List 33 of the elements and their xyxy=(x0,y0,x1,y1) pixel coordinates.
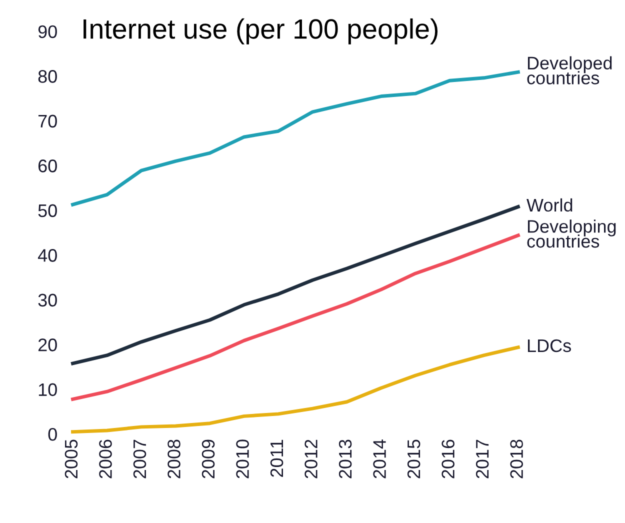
y-tick-label: 50 xyxy=(38,204,57,218)
y-tick-label: 80 xyxy=(38,70,57,83)
x-tick-label: 2006 xyxy=(99,440,112,478)
x-tick-label: 2011 xyxy=(270,440,284,477)
line-series xyxy=(71,234,520,401)
series-label: Developed countries xyxy=(527,56,612,84)
x-tick-label: 2015 xyxy=(407,440,420,478)
line-series xyxy=(71,70,520,206)
series-label: World xyxy=(526,198,572,212)
x-tick-label: 2010 xyxy=(236,440,249,478)
line-series xyxy=(71,205,520,366)
y-tick-label: 70 xyxy=(38,114,57,128)
x-tick-label: 2012 xyxy=(304,440,318,478)
x-tick-label: 2008 xyxy=(168,440,180,478)
x-tick-label: 2007 xyxy=(133,440,146,478)
y-tick-label: 20 xyxy=(38,338,57,352)
x-tick-label: 2017 xyxy=(476,440,489,478)
y-tick-label: 0 xyxy=(48,428,57,441)
y-tick-label: 10 xyxy=(38,383,57,396)
series-label: Developing countries xyxy=(527,220,616,248)
y-tick-label: 30 xyxy=(38,294,57,307)
x-tick-label: 2016 xyxy=(442,440,454,478)
x-tick-label: 2005 xyxy=(64,440,78,478)
x-tick-label: 2018 xyxy=(510,440,523,478)
x-tick-label: 2009 xyxy=(202,440,215,478)
chart-title: Internet use (per 100 people) xyxy=(84,18,438,44)
y-tick-label: 90 xyxy=(38,25,57,38)
line-series xyxy=(71,346,520,434)
y-tick-label: 40 xyxy=(38,249,57,262)
x-tick-label: 2013 xyxy=(338,440,352,478)
y-tick-label: 60 xyxy=(38,160,57,172)
x-tick-label: 2014 xyxy=(373,439,386,478)
series-label: LDCs xyxy=(528,339,571,352)
